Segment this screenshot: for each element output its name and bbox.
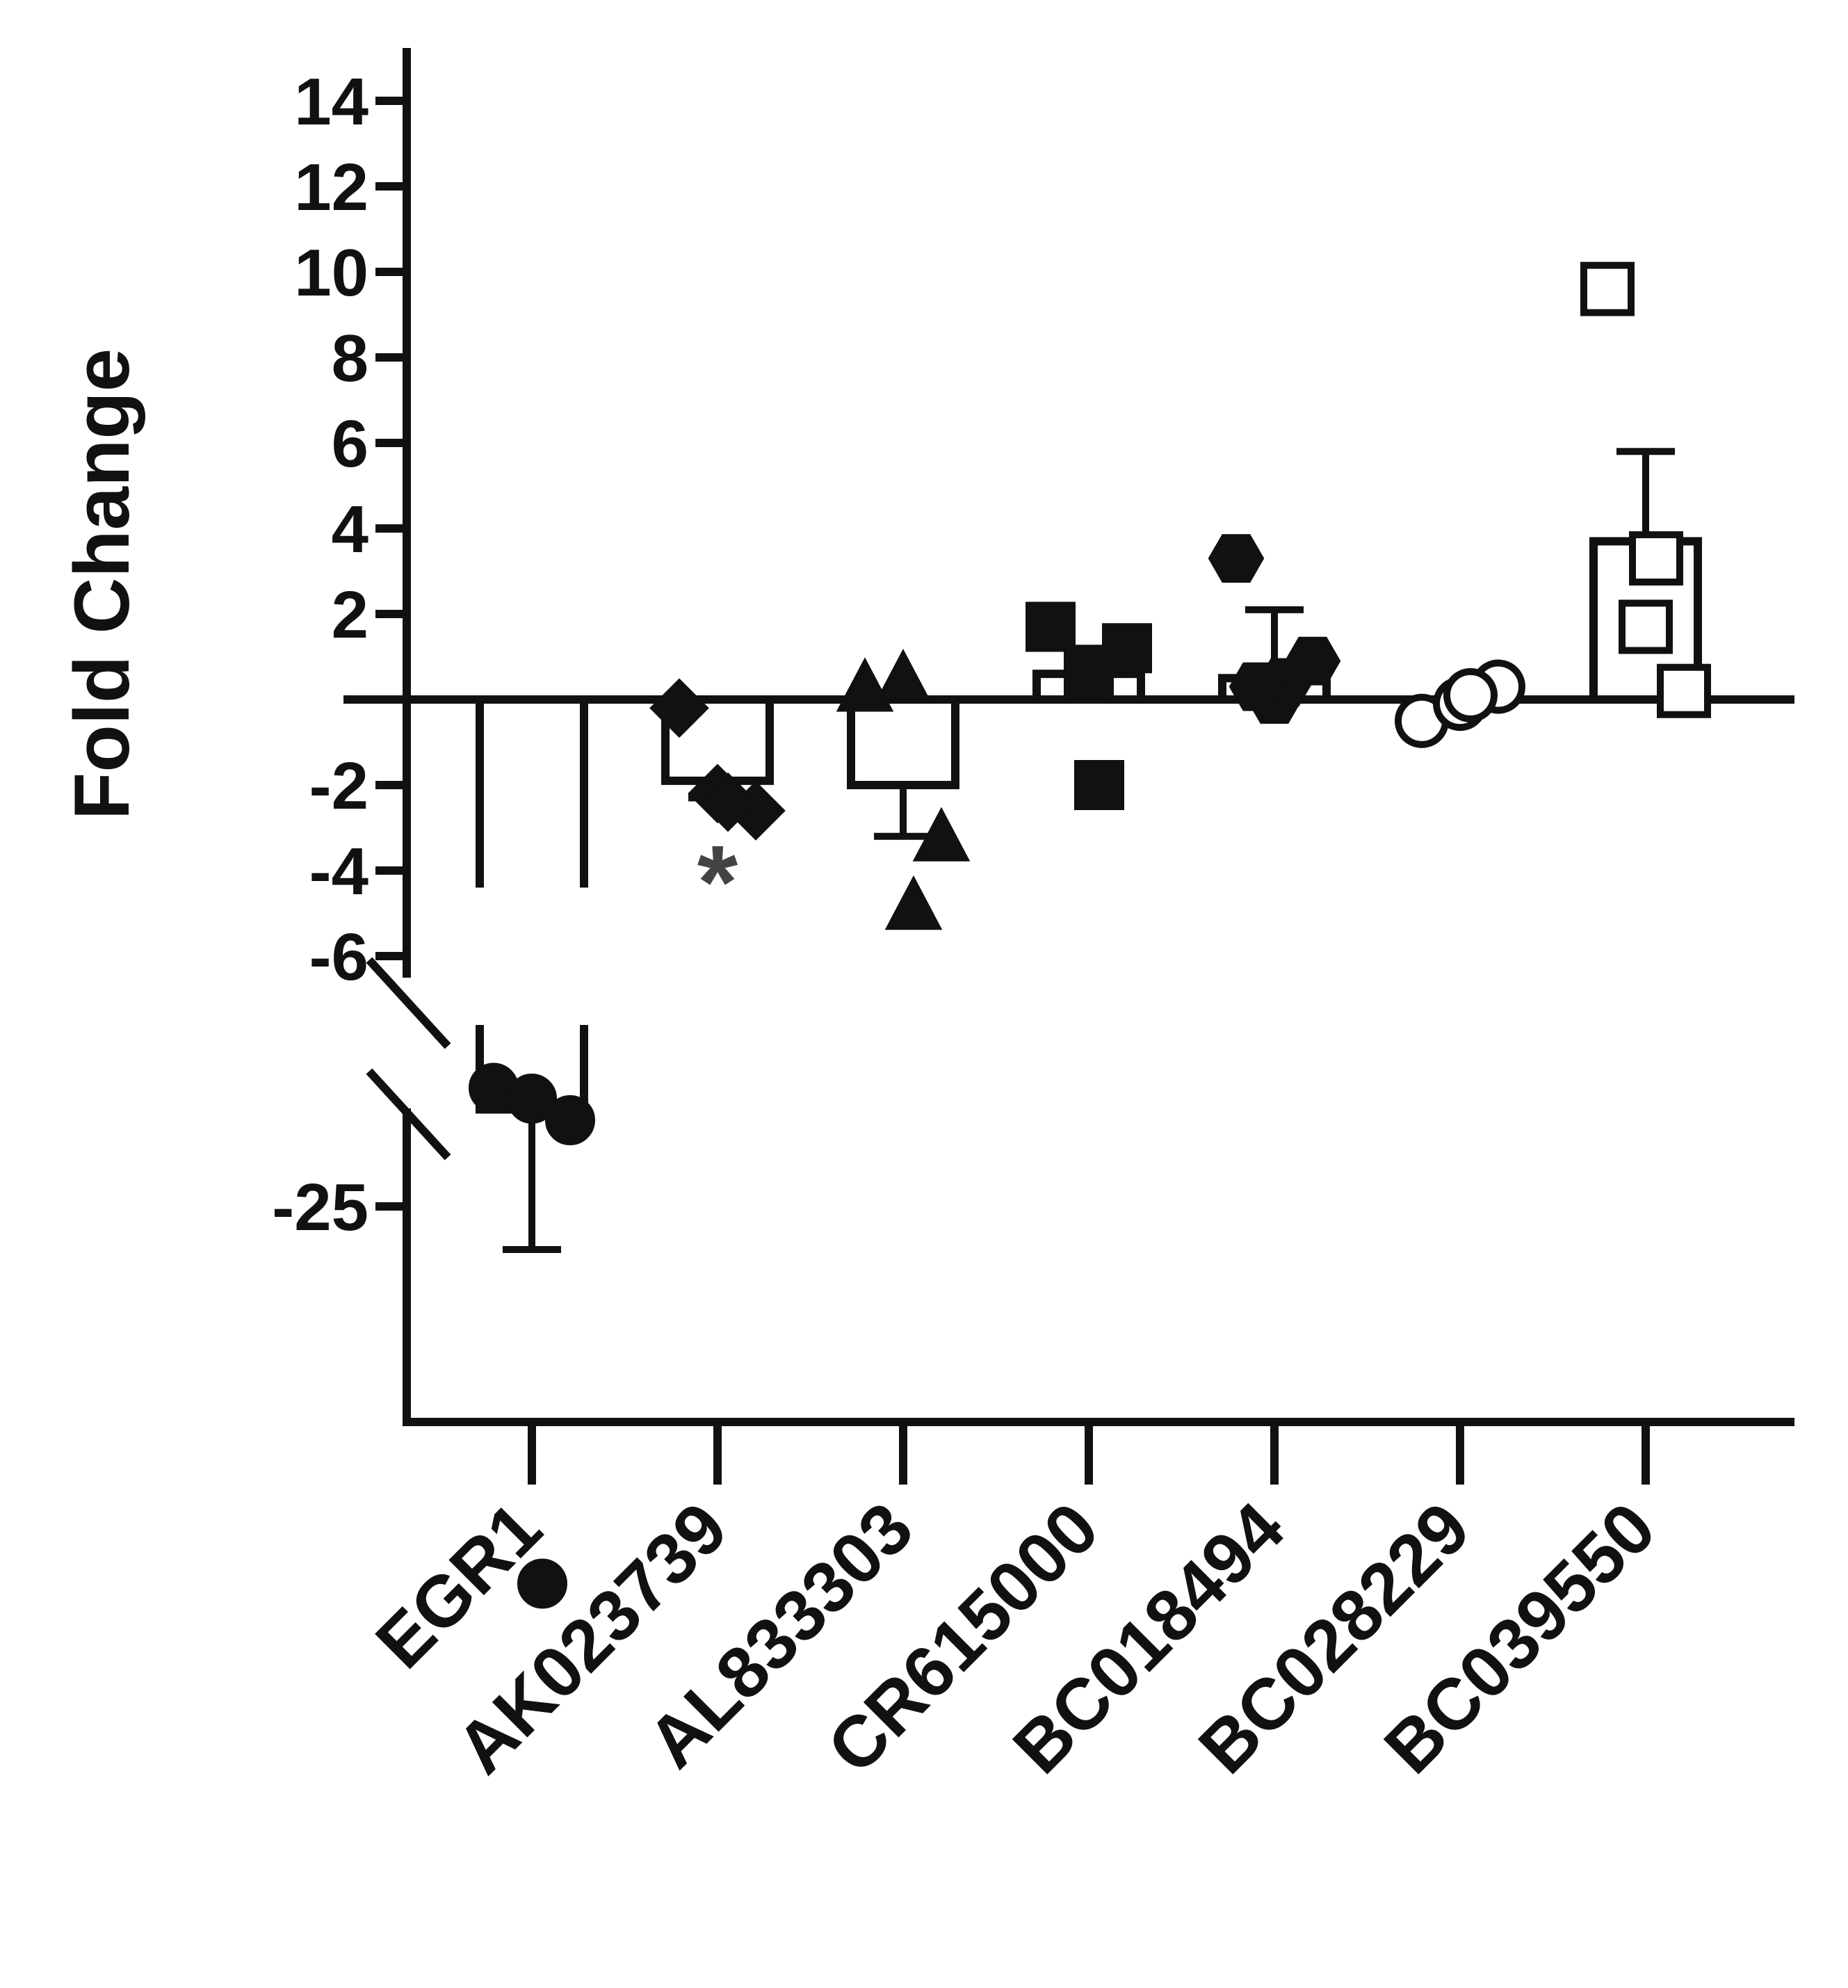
data-point <box>545 1095 595 1145</box>
data-point <box>1657 663 1711 718</box>
y-tick-label: -25 <box>272 1170 368 1245</box>
data-point <box>1208 534 1265 583</box>
data-point <box>507 1074 557 1124</box>
y-axis-label: Fold Change <box>58 348 145 820</box>
significance-marker: * <box>697 823 738 940</box>
data-point <box>1074 760 1124 810</box>
data-point <box>649 678 709 738</box>
data-point <box>884 875 943 930</box>
y-tick-label: 8 <box>332 321 368 396</box>
data-point <box>912 807 971 862</box>
axes <box>343 48 1794 1485</box>
y-tick-label: -2 <box>309 749 368 823</box>
data-point <box>1443 668 1498 722</box>
y-tick-label: 2 <box>332 578 368 652</box>
data-point <box>517 1558 567 1609</box>
data-point <box>1102 623 1152 674</box>
bar <box>847 695 959 789</box>
data-point <box>1229 662 1286 711</box>
data-point <box>1580 261 1635 316</box>
y-tick-label: 4 <box>332 492 368 567</box>
y-tick-label: -6 <box>309 920 368 994</box>
y-tick-label: -4 <box>309 834 368 909</box>
axis-break-mark <box>366 1068 451 1161</box>
data-point <box>1026 601 1076 652</box>
y-tick-label: 12 <box>294 150 368 225</box>
y-tick-label: 10 <box>294 236 368 310</box>
y-tick-label: 14 <box>294 65 368 139</box>
data-point <box>1629 531 1683 586</box>
bars <box>476 448 1702 1253</box>
data-point <box>698 772 758 832</box>
data-point <box>874 648 932 704</box>
y-tick-label: 6 <box>332 407 368 481</box>
axis-break-mark <box>366 957 451 1049</box>
data-point <box>1619 599 1673 654</box>
data-points <box>469 261 1711 1609</box>
